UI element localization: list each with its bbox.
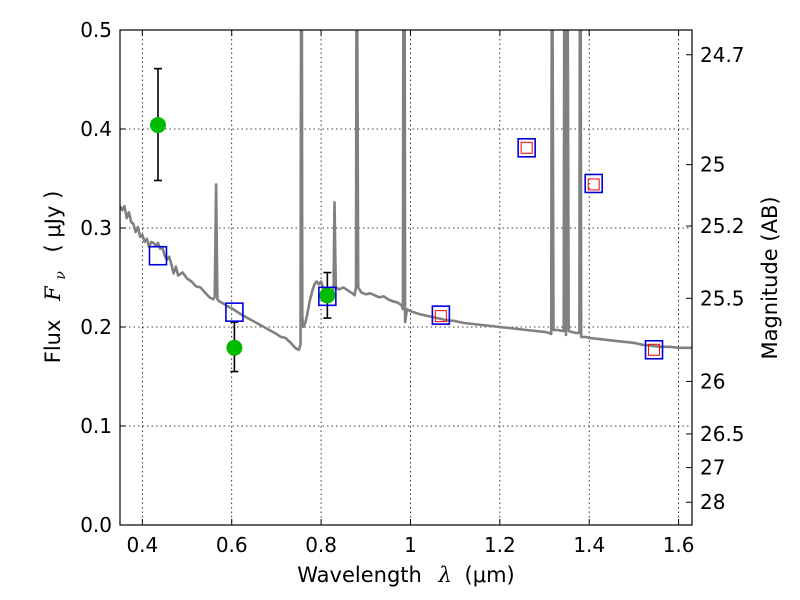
magnitude-axis: 24.7 25 25.2 25.5 26 26.5 27 28 [686, 43, 745, 514]
y-axis-label-symbol: F [41, 285, 65, 302]
y-tick-label: 0.4 [80, 117, 112, 141]
x-tick-label: 1 [404, 533, 417, 557]
x-axis-label-unit: (μm) [465, 563, 515, 587]
model-photometry-marker [644, 339, 664, 360]
model-layer [148, 138, 664, 360]
magnitude-tick-label: 27 [700, 456, 725, 480]
x-tick-label: 0.4 [126, 533, 158, 557]
magnitude-axis-label: Magnitude (AB) [758, 196, 782, 359]
observed-point [319, 287, 336, 304]
upper-layer [434, 141, 661, 356]
magnitude-tick-label: 24.7 [700, 43, 745, 67]
spectrum-layer [120, 30, 692, 352]
observed-point [226, 339, 243, 356]
y-tick-label: 0.0 [80, 513, 112, 537]
x-axis-label-symbol: λ [438, 563, 452, 587]
y-tick-label: 0.3 [80, 216, 112, 240]
x-axis-label: Wavelength λ (μm) [297, 563, 514, 587]
y-tick-label: 0.1 [80, 414, 112, 438]
magnitude-tick-label: 25 [700, 153, 725, 177]
observed-layer [149, 117, 336, 356]
magnitude-tick-label: 26 [700, 369, 725, 393]
magnitude-tick-label: 25.5 [700, 286, 745, 310]
x-tick-label: 1.4 [573, 533, 605, 557]
y-axis-label-subscript: ν [53, 271, 69, 280]
x-axis-label-text: Wavelength [297, 563, 422, 587]
model-photometry-marker [148, 245, 168, 266]
red-marker [648, 343, 661, 356]
y-tick-label: 0.5 [80, 18, 112, 42]
observed-point [149, 117, 166, 134]
red-marker [520, 141, 533, 154]
plot-frame [119, 29, 693, 526]
magnitude-tick-label: 28 [700, 490, 725, 514]
model-photometry-marker [584, 173, 603, 194]
y-axis-label: Flux F ν ( μJy ) [41, 191, 70, 364]
model-spectrum-line [120, 30, 692, 352]
y-tick-label: 0.2 [80, 315, 112, 339]
x-tick-label: 1.6 [663, 533, 695, 557]
y-axis-label-text: Flux [41, 320, 65, 364]
magnitude-tick-label: 25.2 [700, 214, 745, 238]
y-axis: 0.0 0.1 0.2 0.3 0.4 0.5 [80, 18, 126, 537]
x-tick-label: 0.6 [216, 533, 248, 557]
x-axis: 0.4 0.6 0.8 1 1.2 1.4 1.6 [126, 30, 695, 557]
red-marker [587, 178, 600, 191]
magnitude-tick-label: 26.5 [700, 422, 745, 446]
model-photometry-marker [431, 305, 451, 325]
x-tick-label: 1.2 [484, 533, 516, 557]
y-axis-label-unit: ( μJy ) [41, 191, 65, 253]
x-tick-label: 0.8 [305, 533, 337, 557]
model-photometry-marker [225, 302, 244, 322]
model-photometry-marker [318, 286, 337, 307]
red-marker [434, 310, 447, 323]
model-photometry-marker [517, 138, 536, 158]
